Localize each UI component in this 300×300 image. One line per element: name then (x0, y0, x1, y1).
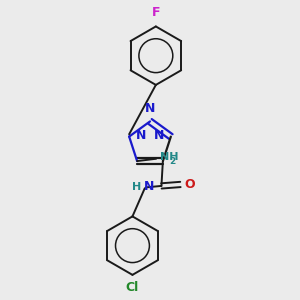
Text: N: N (145, 102, 155, 115)
Text: Cl: Cl (126, 281, 139, 294)
Text: NH: NH (160, 152, 178, 162)
Text: N: N (154, 129, 164, 142)
Text: O: O (184, 178, 195, 191)
Text: N: N (136, 129, 146, 142)
Text: N: N (144, 180, 154, 193)
Text: F: F (152, 6, 160, 19)
Text: H: H (132, 182, 141, 192)
Text: 2: 2 (169, 157, 176, 166)
